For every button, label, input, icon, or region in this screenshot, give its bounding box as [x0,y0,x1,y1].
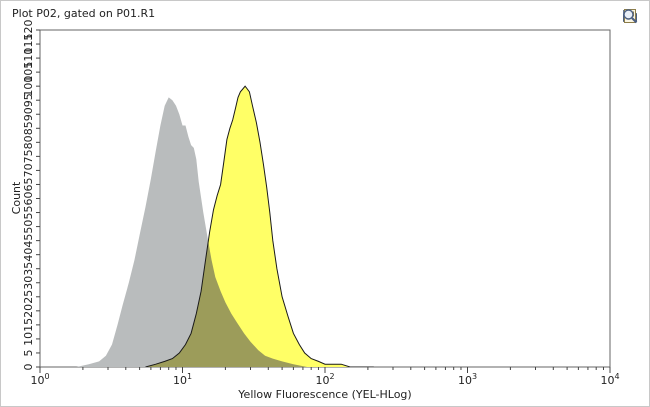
y-tick-label: 110 [22,48,35,69]
y-tick-label: 65 [22,177,35,191]
x-tick-label: 104 [600,372,619,387]
y-tick-label: 90 [22,107,35,121]
y-tick-label: 15 [22,318,35,332]
page-setup-icon[interactable] [624,9,642,109]
y-tick-label: 35 [22,262,35,276]
x-axis-title: Yellow Fluorescence (YEL-HLog) [237,388,411,401]
y-tick-label: 20 [22,304,35,318]
y-tick-label: 50 [22,220,35,234]
x-tick-label: 103 [458,372,477,387]
y-tick-label: 40 [22,248,35,262]
y-tick-label: 85 [22,121,35,135]
x-tick-label: 102 [315,372,334,387]
sample-outline [145,85,374,367]
y-tick-label: 100 [22,76,35,97]
x-tick-label: 100 [30,372,49,387]
y-tick-label: 120 [22,20,35,41]
zoom-icon[interactable] [623,9,642,126]
y-tick-label: 70 [22,163,35,177]
y-tick-label: 95 [22,93,35,107]
plot-toolbar [622,8,644,126]
y-tick-label: 105 [22,62,35,83]
print-icon[interactable] [623,9,642,92]
y-tick-label: 80 [22,135,35,149]
y-tick-label: 5 [22,349,35,356]
y-tick-label: 115 [22,34,35,55]
y-axis-title: Count [10,181,23,214]
plot-title: Plot P02, gated on P01.R1 [12,7,155,20]
control-histogram [76,97,308,367]
y-tick-label: 75 [22,149,35,163]
y-tick-label: 30 [22,276,35,290]
x-tick-label: 101 [173,372,192,387]
color-overlay-icon[interactable] [623,9,642,58]
y-tick-label: 0 [22,364,35,371]
y-tick-label: 45 [22,234,35,248]
y-tick-label: 10 [22,332,35,346]
y-tick-label: 55 [22,206,35,220]
y-tick-label: 25 [22,290,35,304]
copy-icon[interactable] [624,9,642,41]
export-icon[interactable] [623,10,642,75]
y-tick-label: 60 [22,192,35,206]
